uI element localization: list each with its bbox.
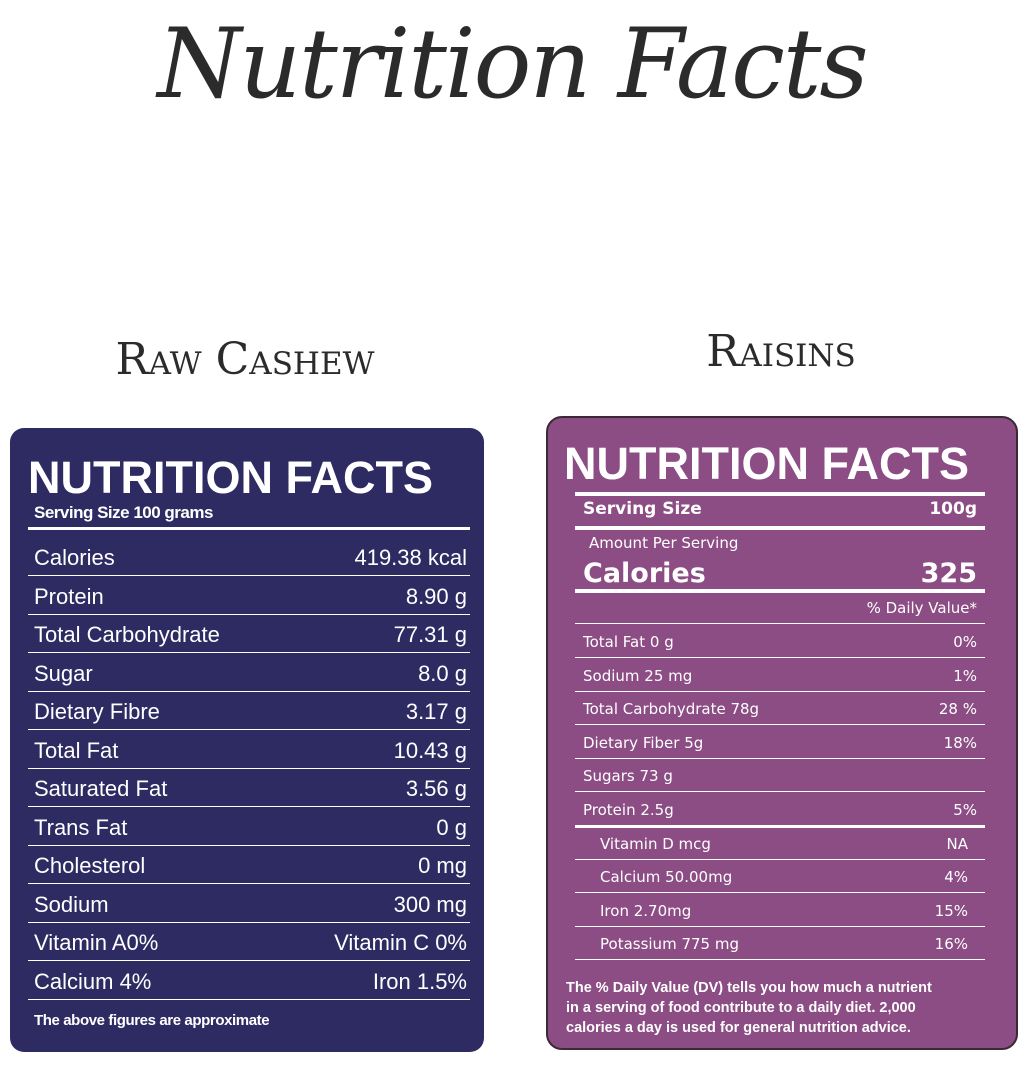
- row-value: 28 %: [938, 700, 977, 719]
- row-label: Vitamin D mcg: [600, 834, 711, 853]
- calories-label: Calories: [583, 558, 706, 589]
- rule: [575, 825, 985, 828]
- page-title: Nutrition Facts: [157, 8, 868, 120]
- rule: [28, 883, 470, 884]
- rule: [28, 806, 470, 807]
- row-label: Total Fat: [34, 737, 119, 763]
- rule: [575, 925, 985, 927]
- row-value: NA: [946, 834, 968, 853]
- panel-footer: calories a day is used for general nutri…: [566, 1020, 911, 1036]
- row-value: 10.43 g: [393, 737, 467, 763]
- rule: [28, 960, 470, 961]
- row-label: Trans Fat: [34, 814, 128, 840]
- row-value: 0%: [953, 633, 977, 651]
- row-value: 4%: [944, 868, 968, 887]
- rule: [28, 767, 470, 769]
- row-label: Sodium 25 mg: [583, 666, 693, 685]
- row-value: 15%: [934, 901, 968, 920]
- row-value: 18%: [943, 733, 977, 752]
- rule: [28, 690, 470, 692]
- rule: [28, 921, 470, 923]
- row-label: Total Carbohydrate 78g: [583, 700, 760, 719]
- panel-footer: in a serving of food contribute to a dai…: [566, 1000, 916, 1016]
- serving-value: 100g: [929, 499, 977, 519]
- rule: [28, 613, 470, 615]
- cashew-panel: [10, 428, 484, 1052]
- panel-name: Raisins: [706, 326, 856, 377]
- row-value: 8.90 g: [405, 583, 467, 609]
- row-value: 3.56 g: [405, 776, 467, 801]
- rule: [575, 892, 985, 894]
- row-label: Sugars 73 g: [583, 767, 673, 786]
- row-value: 0 mg: [418, 853, 467, 878]
- row-value: 419.38 kcal: [354, 545, 467, 570]
- row-label: Cholesterol: [34, 853, 146, 878]
- row-value: 1%: [953, 666, 977, 685]
- row-value: 3.17 g: [405, 699, 467, 724]
- rule: [28, 652, 470, 653]
- rule: [575, 526, 985, 530]
- rule: [575, 657, 985, 658]
- row-value: 0 g: [436, 814, 467, 840]
- rule: [28, 575, 470, 576]
- row-label: Calcium 50.00mg: [600, 868, 733, 887]
- panel-footer: The above figures are approximate: [34, 1012, 270, 1029]
- rule: [575, 757, 985, 759]
- rule: [28, 729, 470, 730]
- rule: [575, 724, 985, 726]
- rule: [575, 623, 985, 624]
- row-label: Sugar: [34, 660, 93, 686]
- row-value: 16%: [934, 935, 968, 954]
- row-label: Dietary Fiber 5g: [583, 733, 704, 752]
- row-label: Protein: [34, 583, 104, 609]
- row-label: Iron 2.70mg: [600, 901, 692, 920]
- panel-footer: The % Daily Value (DV) tells you how muc…: [566, 980, 932, 996]
- row-label: Potassium 775 mg: [600, 935, 739, 954]
- row-label: Sodium: [34, 891, 109, 917]
- calories-value: 325: [920, 558, 977, 589]
- raisins-panel: [546, 416, 1018, 1050]
- serving-label: Serving Size: [583, 499, 702, 519]
- rule: [28, 998, 470, 1000]
- daily-value-header: % Daily Value*: [866, 599, 977, 617]
- panel-name: Raw Cashew: [115, 334, 375, 385]
- row-value: 5%: [953, 801, 977, 819]
- rule: [28, 844, 470, 846]
- row-value: 77.31 g: [393, 622, 467, 647]
- row-value: 300 mg: [393, 891, 467, 917]
- rule: [575, 690, 985, 692]
- rule: [575, 858, 985, 860]
- row-label: Dietary Fibre: [34, 699, 160, 724]
- rule: [575, 492, 985, 496]
- rule: [575, 959, 985, 961]
- amount-per-serving: Amount Per Serving: [589, 534, 739, 552]
- row-label: Protein 2.5g: [583, 801, 674, 819]
- panel-heading: NUTRITION FACTS: [28, 452, 433, 503]
- row-label: Vitamin A0%: [34, 930, 159, 955]
- row-label: Calcium 4%: [34, 968, 152, 994]
- row-value: Iron 1.5%: [372, 968, 467, 994]
- row-label: Total Carbohydrate: [34, 622, 220, 647]
- row-label: Saturated Fat: [34, 776, 168, 801]
- row-label: Total Fat 0 g: [583, 633, 674, 651]
- rule: [575, 589, 985, 593]
- row-value: Vitamin C 0%: [334, 930, 467, 955]
- row-label: Calories: [34, 545, 115, 570]
- rule: [575, 791, 985, 793]
- panel-heading: NUTRITION FACTS: [564, 438, 969, 489]
- serving-size: Serving Size 100 grams: [34, 503, 213, 522]
- row-value: 8.0 g: [418, 660, 467, 686]
- rule: [28, 527, 470, 530]
